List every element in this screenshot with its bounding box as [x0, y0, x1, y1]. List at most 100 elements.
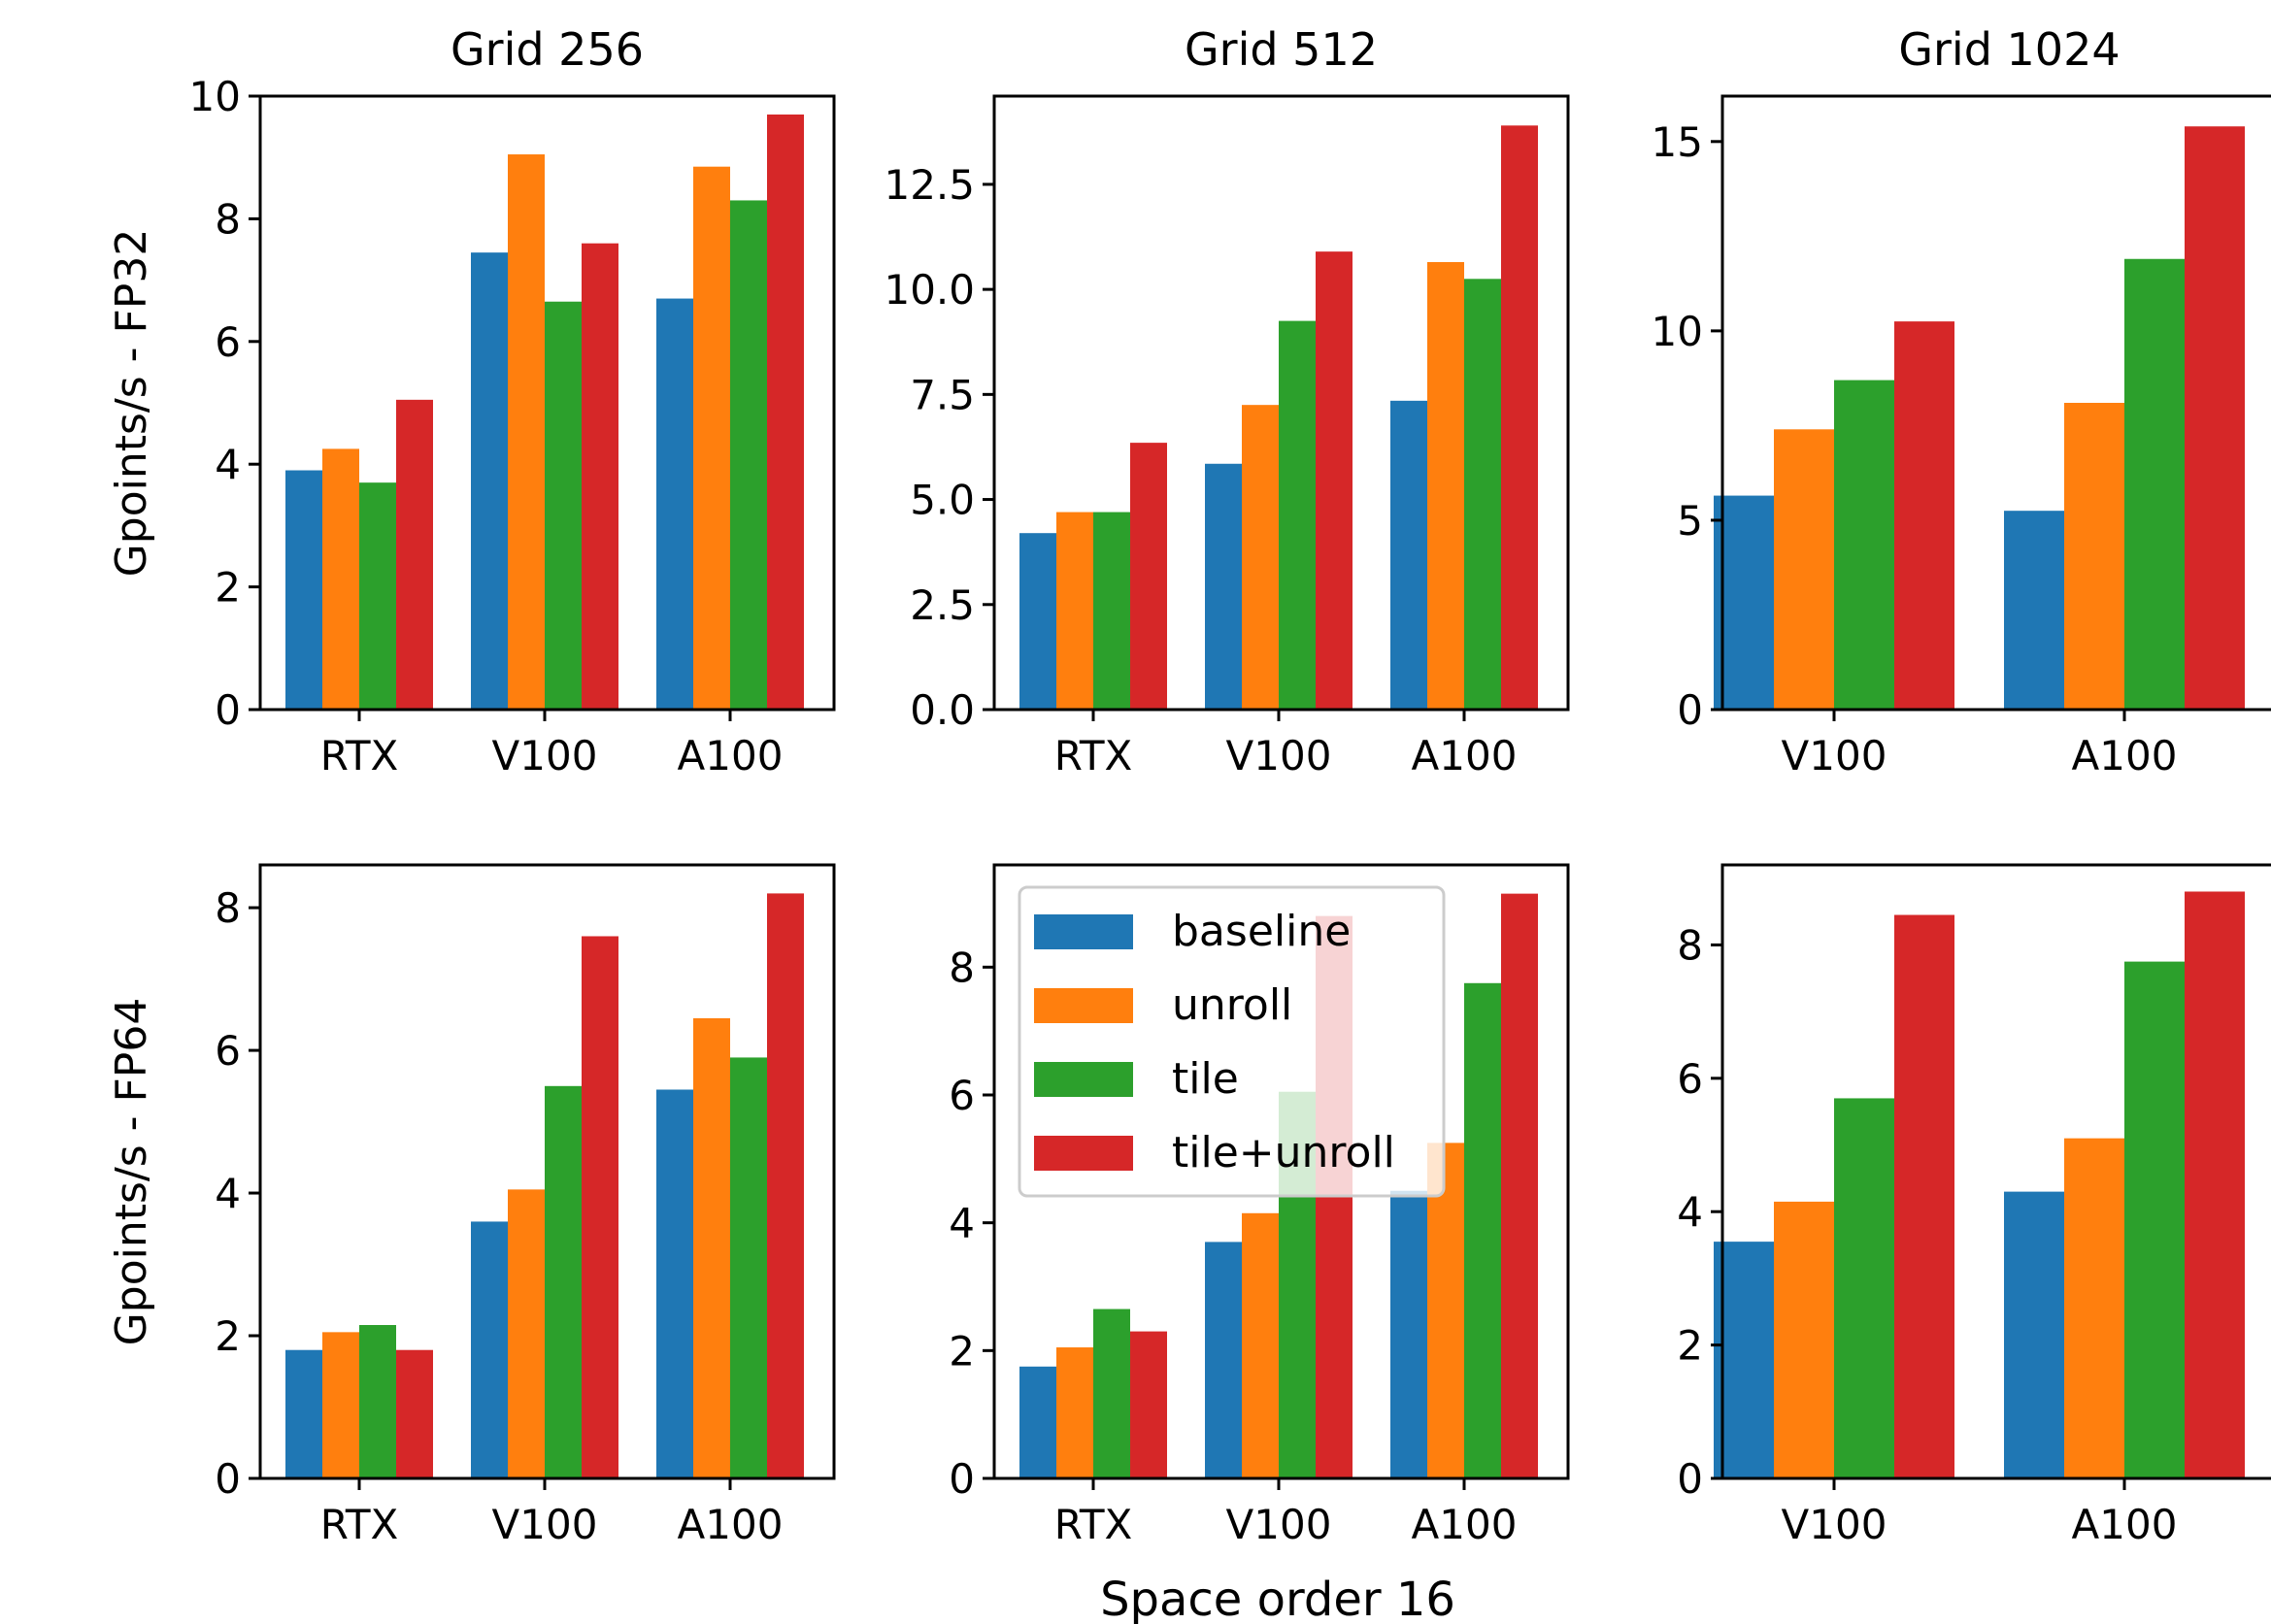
bar-unroll-v100 — [1774, 1201, 1834, 1478]
y-tick-label: 10.0 — [884, 266, 975, 314]
bar-baseline-v100 — [471, 252, 508, 710]
legend-label-tile-unroll: tile+unroll — [1172, 1128, 1395, 1177]
bar-tile-unroll-rtx — [1130, 443, 1167, 710]
axes-frame — [1720, 94, 2271, 712]
bar-tile-unroll-v100 — [582, 936, 618, 1478]
y-tick-label: 4 — [949, 1200, 975, 1247]
y-tick-label: 6 — [215, 318, 241, 366]
y-tick-label: 6 — [215, 1027, 241, 1075]
legend-swatch-baseline — [1034, 914, 1133, 949]
y-tick-label: 0.0 — [910, 686, 975, 734]
bar-unroll-v100 — [1242, 1212, 1279, 1478]
bar-tile-rtx — [359, 1325, 396, 1478]
bar-baseline-a100 — [656, 298, 693, 710]
bar-unroll-a100 — [1427, 261, 1464, 710]
y-axis-label: Gpoints/s - FP64 — [107, 998, 156, 1346]
subplot-4: 0 2 4 6 8 RTX V100 A100 Gpoints/s - FP64 — [107, 863, 836, 1548]
y-tick-label: 8 — [215, 884, 241, 932]
x-tick-label: A100 — [1412, 732, 1518, 779]
y-tick-label: 8 — [1677, 921, 1703, 969]
x-tick-label: V100 — [1226, 732, 1332, 779]
y-tick-label: 0 — [949, 1455, 975, 1503]
legend-swatch-unroll — [1034, 988, 1133, 1023]
bar-tile-v100 — [1834, 1098, 1894, 1478]
subplot-title: Grid 512 — [1185, 23, 1378, 76]
subplot-6: 0 2 4 6 8 V100 A100 — [1677, 863, 2271, 1548]
bar-baseline-a100 — [1390, 1190, 1427, 1478]
bar-unroll-rtx — [1056, 512, 1093, 710]
legend-swatch-tile — [1034, 1062, 1133, 1097]
subplot-grid: 0 2 4 6 8 10 RTX V100 A100 Grid 256 Gpoints/s - FP… — [107, 23, 2271, 1548]
y-tick-label: 10 — [189, 73, 241, 120]
bar-tile-v100 — [545, 301, 582, 710]
y-tick-label: 12.5 — [884, 161, 975, 209]
x-tick-label: V100 — [1226, 1501, 1332, 1548]
y-tick-label: 2 — [949, 1327, 975, 1375]
legend-frame — [1018, 885, 1446, 1198]
bar-baseline-rtx — [285, 1349, 322, 1478]
bar-tile-unroll-a100 — [2185, 126, 2245, 711]
bar-baseline-a100 — [1390, 400, 1427, 710]
figure-x-axis-label: Space order 16 — [1100, 1573, 1455, 1624]
bar-tile-a100 — [2124, 961, 2185, 1478]
x-tick-label: A100 — [678, 1501, 784, 1548]
bar-tile-unroll-a100 — [767, 114, 804, 710]
bar-tile-unroll-a100 — [1501, 893, 1538, 1478]
y-tick-label: 10 — [1652, 308, 1703, 355]
bar-tile-rtx — [359, 482, 396, 710]
subplot-3: 0 5 10 15 V100 A100 Grid 1024 — [1652, 23, 2271, 779]
bar-tile-unroll-a100 — [1501, 125, 1538, 710]
bar-baseline-rtx — [1019, 533, 1056, 710]
bar-baseline-v100 — [471, 1221, 508, 1478]
legend-label-tile: tile — [1172, 1054, 1239, 1104]
bar-unroll-v100 — [508, 154, 545, 711]
subplot-title: Grid 256 — [451, 23, 644, 76]
x-tick-label: V100 — [1782, 1501, 1887, 1548]
x-tick-label: RTX — [320, 732, 399, 779]
bar-tile-unroll-a100 — [2185, 891, 2245, 1478]
bar-tile-unroll-v100 — [1894, 914, 1954, 1478]
y-tick-label: 2 — [215, 1312, 241, 1360]
bar-tile-unroll-v100 — [1894, 321, 1954, 710]
bar-unroll-a100 — [1427, 1143, 1464, 1478]
x-tick-label: A100 — [678, 732, 784, 779]
x-tick-label: A100 — [2072, 732, 2178, 779]
axes-frame — [258, 94, 836, 712]
bar-baseline-rtx — [285, 470, 322, 710]
bar-unroll-a100 — [693, 1018, 730, 1478]
y-tick-label: 5 — [1677, 497, 1703, 545]
x-tick-label: A100 — [1412, 1501, 1518, 1548]
y-tick-label: 6 — [1677, 1055, 1703, 1103]
bar-tile-a100 — [1464, 279, 1501, 710]
bar-unroll-v100 — [1242, 405, 1279, 710]
subplot-2: 0.0 2.5 5.0 7.5 10.0 12.5 RTX V100 A100 Grid 512 — [884, 23, 1570, 779]
bar-unroll-v100 — [508, 1189, 545, 1478]
bar-unroll-rtx — [322, 448, 359, 710]
y-tick-label: 0 — [215, 1455, 241, 1503]
legend-label-unroll: unroll — [1172, 980, 1292, 1030]
y-tick-label: 4 — [215, 1170, 241, 1217]
bar-baseline-a100 — [656, 1089, 693, 1478]
legend-label-baseline: baseline — [1172, 907, 1351, 956]
x-tick-label: V100 — [492, 732, 598, 779]
y-tick-label: 0 — [1677, 1455, 1703, 1503]
bar-unroll-rtx — [1056, 1347, 1093, 1478]
y-tick-label: 0 — [215, 686, 241, 734]
bar-baseline-v100 — [1205, 1242, 1242, 1478]
axes-frame — [992, 94, 1570, 712]
bar-tile-unroll-rtx — [396, 399, 433, 710]
legend-swatch-tile-unroll — [1034, 1136, 1133, 1171]
bar-tile-unroll-a100 — [767, 893, 804, 1478]
subplot-1: 0 2 4 6 8 10 RTX V100 A100 Grid 256 Gpoints/s - FP… — [107, 23, 836, 779]
bar-baseline-rtx — [1019, 1366, 1056, 1478]
y-tick-label: 4 — [215, 441, 241, 488]
bar-unroll-rtx — [322, 1332, 359, 1478]
bar-baseline-a100 — [2004, 1191, 2064, 1478]
axes-frame — [1720, 863, 2271, 1480]
bar-tile-unroll-v100 — [1316, 251, 1353, 710]
bar-tile-rtx — [1093, 512, 1130, 710]
y-tick-label: 6 — [949, 1072, 975, 1119]
y-axis-label: Gpoints/s - FP32 — [107, 229, 156, 578]
x-tick-label: A100 — [2072, 1501, 2178, 1548]
